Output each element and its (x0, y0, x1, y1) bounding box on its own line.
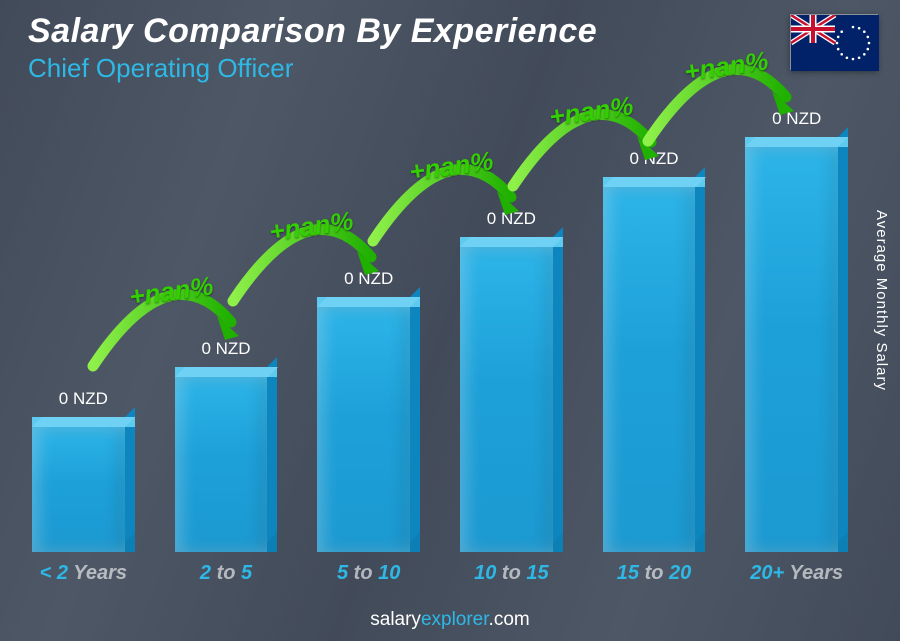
y-axis-label: Average Monthly Salary (873, 210, 890, 391)
bar-value: 0 NZD (59, 389, 108, 409)
bar-slot: 0 NZD 10 to 15 (460, 209, 563, 585)
bar-slot: 0 NZD 5 to 10 (317, 269, 420, 585)
bar-value: 0 NZD (772, 109, 821, 129)
country-flag-icon (790, 14, 878, 70)
bar (32, 417, 135, 552)
bar-category-label: 15 to 20 (617, 562, 692, 585)
bar (745, 137, 848, 552)
chart-title: Salary Comparison By Experience (28, 12, 880, 51)
footer-prefix: salary (370, 609, 421, 630)
footer-suffix: .com (489, 609, 530, 630)
bar-value: 0 NZD (344, 269, 393, 289)
bar-category-label: 5 to 10 (337, 562, 400, 585)
bar (175, 367, 278, 552)
bar-value: 0 NZD (201, 339, 250, 359)
bar-category-label: < 2 Years (40, 562, 127, 585)
bar-value: 0 NZD (487, 209, 536, 229)
source-attribution: salaryexplorer.com (0, 609, 900, 631)
bar-category-label: 2 to 5 (200, 562, 252, 585)
chart-subtitle: Chief Operating Officer (28, 53, 880, 84)
bar (603, 177, 706, 552)
bar-chart: 0 NZD< 2 Years0 NZD2 to 50 NZD5 to 100 N… (32, 100, 848, 585)
bar-value: 0 NZD (629, 149, 678, 169)
footer-highlight: explorer (421, 609, 489, 630)
bar-slot: 0 NZD 20+ Years (745, 109, 848, 585)
bar-slot: 0 NZD 15 to 20 (603, 149, 706, 585)
bar (317, 297, 420, 552)
bar (460, 237, 563, 552)
bar-category-label: 20+ Years (750, 562, 843, 585)
bar-slot: 0 NZD < 2 Years (32, 389, 135, 585)
bar-slot: 0 NZD 2 to 5 (175, 339, 278, 585)
bar-category-label: 10 to 15 (474, 562, 549, 585)
